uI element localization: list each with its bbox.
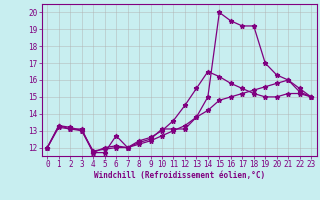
X-axis label: Windchill (Refroidissement éolien,°C): Windchill (Refroidissement éolien,°C)	[94, 171, 265, 180]
